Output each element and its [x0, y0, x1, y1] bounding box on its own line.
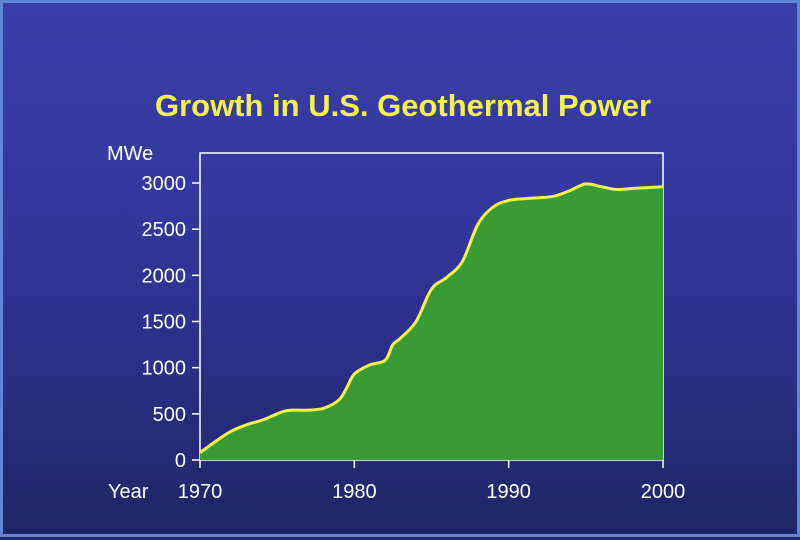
y-tick-label: 500	[153, 404, 186, 426]
y-tick-label: 1500	[142, 312, 187, 334]
x-axis-label: Year	[108, 481, 149, 503]
y-axis-label: MWe	[107, 143, 153, 165]
x-axis: 1970 1980 1990 2000	[178, 460, 686, 503]
y-tick-label: 2500	[142, 219, 187, 241]
y-tick-label: 0	[175, 450, 186, 472]
y-tick-label: 1000	[142, 358, 187, 380]
x-tick-label: 1970	[178, 481, 223, 503]
x-tick-label: 2000	[641, 481, 686, 503]
series-line	[199, 182, 664, 454]
x-tick-label: 1980	[332, 481, 377, 503]
chart-title: Growth in U.S. Geothermal Power	[155, 88, 651, 123]
area-layer	[199, 182, 664, 460]
area-chart: Growth in U.S. Geothermal Power 0 500 1000…	[107, 88, 686, 503]
x-tick-label: 1990	[486, 481, 531, 503]
y-tick-label: 2000	[142, 265, 187, 287]
y-axis: 0 500 1000 1500 2000 2500 3000	[142, 173, 200, 472]
y-tick-label: 3000	[142, 173, 187, 195]
area-fill	[200, 183, 663, 460]
